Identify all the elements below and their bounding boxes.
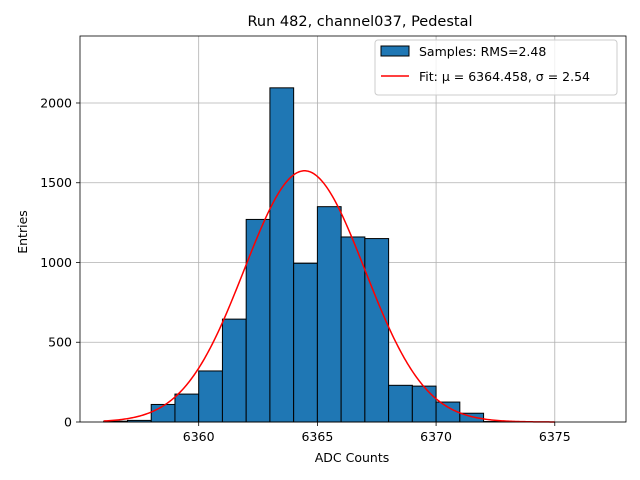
histogram-bar [316, 206, 342, 423]
histogram-bar [293, 262, 318, 423]
histogram-bar [388, 384, 413, 423]
y-tick-label: 500 [48, 335, 72, 350]
histogram-bar [174, 393, 200, 423]
y-axis-label: Entries [15, 210, 30, 254]
x-tick-label: 6365 [301, 429, 333, 444]
x-axis-label: ADC Counts [315, 450, 390, 465]
legend: Samples: RMS=2.48 Fit: μ = 6364.458, σ =… [374, 39, 618, 96]
histogram-bar [411, 385, 437, 423]
y-tick-label: 1000 [40, 255, 72, 270]
legend-samples-swatch [380, 45, 410, 57]
legend-frame [374, 39, 618, 96]
x-tick-label: 6370 [420, 429, 452, 444]
chart-title: Run 482, channel037, Pedestal [247, 14, 472, 30]
x-tick-label: 6375 [539, 429, 571, 444]
axes: 6360 6365 6370 6375 0 500 1000 1500 2000 [40, 35, 627, 444]
y-tick-label: 1500 [40, 175, 72, 190]
histogram-bar [364, 238, 390, 423]
histogram-bar [245, 218, 271, 423]
y-tick-label: 2000 [40, 95, 72, 110]
histogram-bar [150, 403, 176, 423]
legend-samples-label: Samples: RMS=2.48 [419, 44, 546, 59]
histogram-bar [221, 318, 247, 423]
plot-frame [79, 35, 627, 423]
x-tick-label: 6360 [183, 429, 215, 444]
y-tick-label: 0 [64, 415, 72, 430]
histogram-bar [198, 370, 223, 423]
legend-fit-label: Fit: μ = 6364.458, σ = 2.54 [419, 69, 590, 84]
histogram-bar [340, 236, 366, 423]
histogram-bars [103, 87, 532, 423]
fit-curve-group [103, 170, 555, 423]
histogram-bar [269, 87, 295, 423]
fit-curve [103, 170, 555, 423]
